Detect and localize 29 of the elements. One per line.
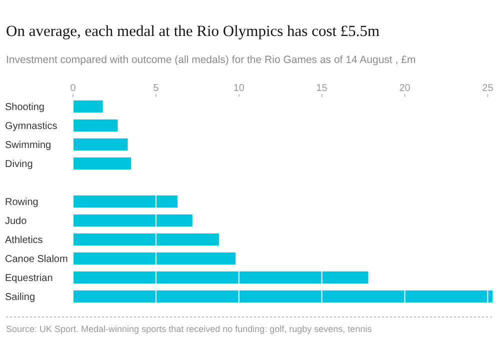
y-tick-label: Diving — [5, 159, 33, 170]
y-tick-label: Sailing — [5, 292, 36, 303]
bar — [73, 195, 178, 208]
bar — [73, 233, 219, 246]
y-tick-label: Athletics — [5, 235, 43, 246]
bar — [73, 157, 132, 170]
bar — [73, 214, 192, 227]
bar — [73, 119, 118, 132]
y-tick-label: Shooting — [5, 102, 44, 113]
source-note: Source: UK Sport. Medal-winning sports that received no funding: golf, rugby sevens, tennis — [6, 324, 372, 334]
x-tick-label: 15 — [316, 83, 328, 94]
chart-title: On average, each medal at the Rio Olympics has cost £5.5m — [6, 23, 380, 40]
x-tick-label: 10 — [233, 83, 245, 94]
y-tick-label: Swimming — [5, 140, 52, 151]
y-tick-label: Equestrian — [5, 273, 53, 284]
bar — [73, 100, 103, 113]
bar — [73, 252, 236, 265]
x-tick-label: 0 — [70, 83, 76, 94]
y-tick-label: Judo — [5, 216, 28, 227]
y-tick-label: Canoe Slalom — [5, 254, 68, 265]
chart-subtitle: Investment compared with outcome (all medals) for the Rio Games as of 14 August , £m — [6, 54, 416, 66]
bar — [73, 290, 493, 303]
y-tick-label: Gymnastics — [5, 121, 58, 132]
y-tick-label: Rowing — [5, 197, 38, 208]
x-tick-label: 25 — [482, 83, 494, 94]
bar — [73, 138, 128, 151]
x-tick-label: 5 — [153, 83, 160, 94]
x-tick-label: 20 — [399, 83, 411, 94]
bar — [73, 271, 368, 284]
